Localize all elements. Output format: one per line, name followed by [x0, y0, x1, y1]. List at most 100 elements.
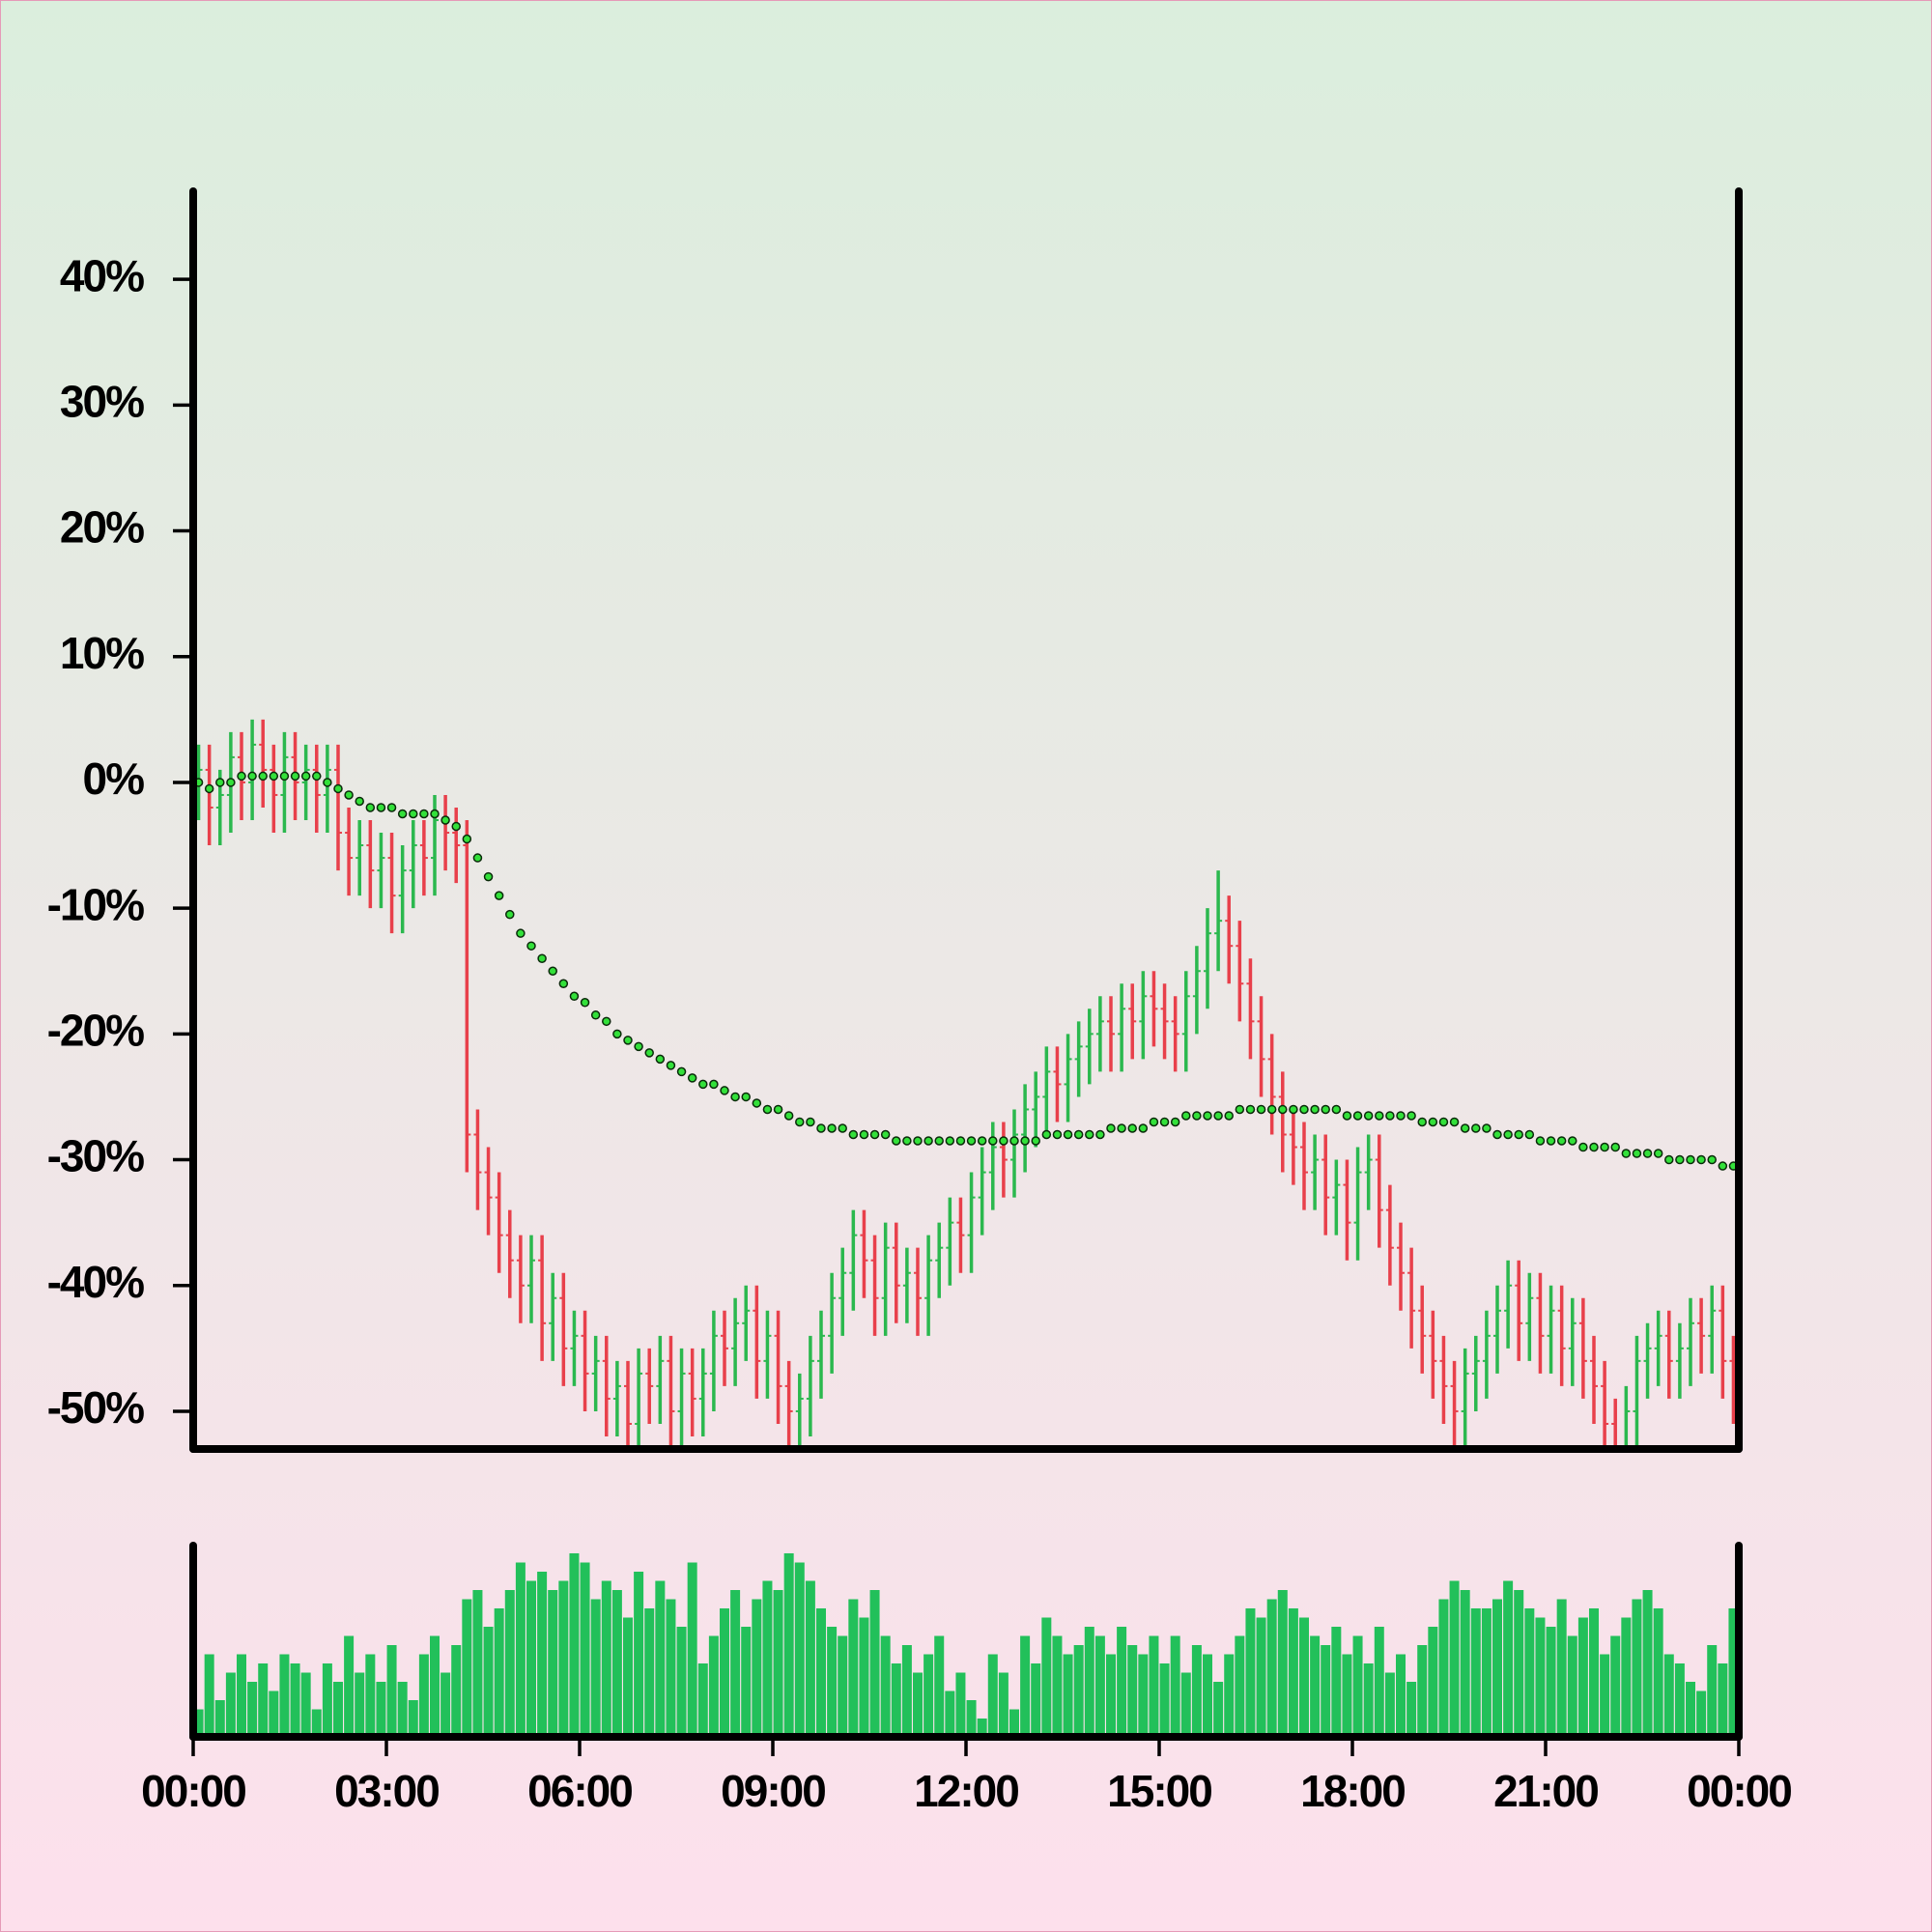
volume-bar: [193, 1709, 204, 1737]
volume-bar: [300, 1672, 311, 1737]
volume-bar: [1106, 1654, 1116, 1737]
moving-average-point: [955, 1136, 966, 1146]
volume-bar: [237, 1654, 246, 1737]
volume-bar: [1073, 1645, 1084, 1737]
volume-bar: [827, 1627, 838, 1737]
moving-average-point: [795, 1117, 805, 1127]
moving-average-point: [1073, 1129, 1084, 1140]
moving-average-point: [226, 778, 236, 787]
volume-bar: [848, 1599, 859, 1737]
volume-bar: [569, 1553, 580, 1737]
x-tick-label: 18:00: [1300, 1766, 1405, 1816]
moving-average-point: [1266, 1104, 1277, 1115]
moving-average-point: [783, 1111, 794, 1121]
volume-bar: [741, 1627, 752, 1737]
volume-bar: [1686, 1682, 1695, 1737]
volume-bar: [805, 1580, 815, 1737]
volume-bar: [1460, 1590, 1470, 1737]
moving-average-point: [494, 891, 504, 900]
volume-bar: [1363, 1663, 1374, 1737]
moving-average-point: [1696, 1154, 1706, 1165]
volume-bar: [1310, 1635, 1321, 1737]
moving-average-point: [1224, 1111, 1234, 1121]
volume-bar: [580, 1562, 590, 1737]
moving-average-point: [913, 1136, 923, 1146]
moving-average-point: [655, 1054, 666, 1065]
volume-bar: [1374, 1627, 1384, 1737]
volume-bar: [966, 1700, 977, 1737]
volume-bar: [666, 1599, 676, 1737]
moving-average-point: [386, 803, 397, 812]
moving-average-point: [1524, 1129, 1535, 1140]
volume-bar: [655, 1580, 666, 1737]
moving-average-point: [1052, 1129, 1063, 1140]
volume-bar: [204, 1654, 214, 1737]
moving-average-point: [1428, 1117, 1438, 1127]
x-tick-label: 12:00: [914, 1766, 1018, 1816]
moving-average-point: [1138, 1123, 1149, 1133]
moving-average-point: [1460, 1123, 1470, 1133]
volume-bar: [376, 1682, 386, 1737]
y-tick-label: 10%: [60, 628, 144, 678]
moving-average-point: [923, 1136, 933, 1146]
moving-average-point: [741, 1092, 751, 1102]
moving-average-point: [537, 953, 547, 963]
volume-bar: [816, 1608, 826, 1737]
volume-bar: [279, 1654, 290, 1737]
moving-average-point: [300, 771, 311, 781]
moving-average-point: [1149, 1117, 1159, 1127]
moving-average-point: [1385, 1111, 1395, 1121]
moving-average-point: [409, 809, 418, 819]
moving-average-point: [483, 871, 494, 882]
moving-average-point: [258, 771, 268, 781]
moving-average-point: [988, 1136, 998, 1146]
moving-average-point: [1031, 1136, 1040, 1146]
moving-average-point: [806, 1117, 815, 1127]
volume-bar: [697, 1663, 708, 1737]
volume-bar: [1321, 1645, 1331, 1737]
volume-bar: [1696, 1690, 1707, 1737]
volume-bar: [1127, 1645, 1138, 1737]
moving-average-point: [247, 771, 257, 781]
volume-bar: [344, 1635, 355, 1737]
moving-average-point: [1578, 1142, 1588, 1152]
volume-bar: [1632, 1599, 1642, 1737]
volume-bar: [644, 1608, 655, 1737]
moving-average-point: [1600, 1142, 1609, 1152]
moving-average-point: [323, 778, 332, 787]
volume-bar: [1009, 1709, 1019, 1737]
moving-average-point: [773, 1104, 783, 1115]
volume-bar: [1567, 1635, 1577, 1737]
volume-bar: [977, 1719, 987, 1737]
volume-bar: [1159, 1663, 1170, 1737]
moving-average-point: [977, 1136, 987, 1146]
volume-bar: [1342, 1654, 1352, 1737]
volume-bar: [1266, 1599, 1277, 1737]
volume-bar: [752, 1599, 762, 1737]
moving-average-point: [1707, 1154, 1717, 1165]
volume-bar: [1245, 1608, 1256, 1737]
volume-bar: [859, 1617, 869, 1737]
moving-average-point: [1020, 1136, 1030, 1146]
volume-bar: [515, 1562, 526, 1737]
volume-bar: [472, 1590, 483, 1737]
volume-bar: [1352, 1635, 1363, 1737]
volume-bar: [1600, 1654, 1610, 1737]
price-plot: [193, 719, 1739, 1449]
volume-bar: [869, 1590, 880, 1737]
volume-bar: [1396, 1654, 1406, 1737]
volume-bar: [214, 1700, 225, 1737]
volume-plot: [193, 1553, 1739, 1737]
volume-bar: [601, 1580, 611, 1737]
volume-bar: [1203, 1654, 1212, 1737]
moving-average-point: [419, 809, 429, 819]
moving-average-point: [698, 1079, 708, 1090]
moving-average-point: [397, 809, 408, 819]
moving-average-point: [1363, 1111, 1374, 1121]
moving-average-point: [1310, 1104, 1320, 1115]
moving-average-point: [1492, 1129, 1502, 1140]
volume-bar: [440, 1672, 451, 1737]
volume-bar: [1063, 1654, 1073, 1737]
moving-average-point: [269, 771, 279, 781]
